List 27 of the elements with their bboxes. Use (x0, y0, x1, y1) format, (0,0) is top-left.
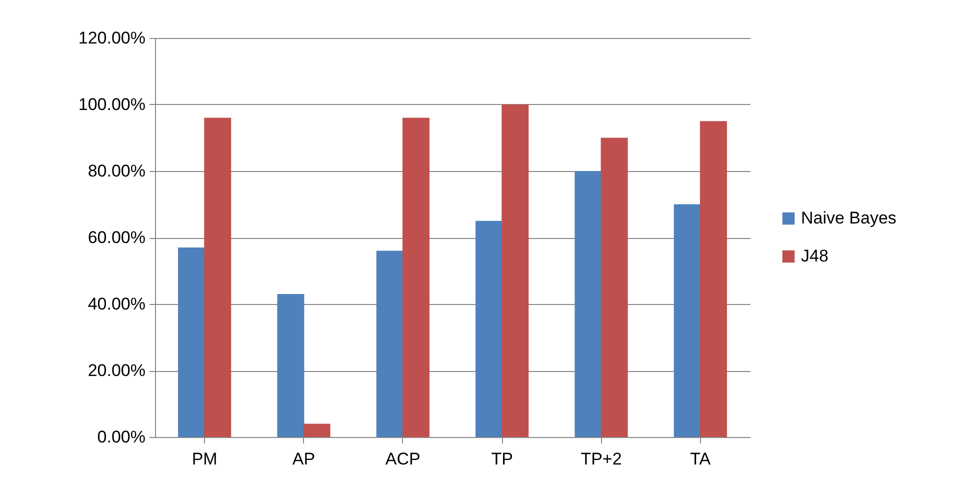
x-tick-label: TA (690, 450, 712, 468)
y-tick-label: 40.00% (88, 294, 146, 314)
bar (204, 118, 232, 437)
x-tick-label: TP+2 (580, 450, 622, 468)
x-tick-label: AP (292, 450, 316, 468)
bar (502, 104, 529, 437)
legend-label: Naive Bayes (801, 208, 896, 228)
bar (476, 220, 503, 437)
y-tick-label: 80.00% (88, 162, 146, 180)
bar (600, 138, 628, 437)
bar (277, 294, 304, 437)
y-tick-label: 120.00% (78, 28, 146, 48)
x-tick-label: PM (192, 450, 218, 468)
bar (700, 121, 727, 437)
y-tick-label: 20.00% (88, 361, 146, 380)
x-tick-label: ACP (385, 450, 420, 468)
x-tick-label: TP (491, 450, 513, 468)
y-tick-label: 60.00% (88, 228, 146, 247)
y-tick-label: 0.00% (97, 428, 146, 446)
bar (674, 204, 701, 437)
legend-label: J48 (801, 246, 828, 266)
y-tick-label: 100.00% (78, 95, 146, 114)
bar (178, 247, 206, 437)
bar (574, 171, 602, 437)
bar (376, 250, 404, 437)
bar (402, 118, 430, 437)
bar (303, 424, 330, 437)
